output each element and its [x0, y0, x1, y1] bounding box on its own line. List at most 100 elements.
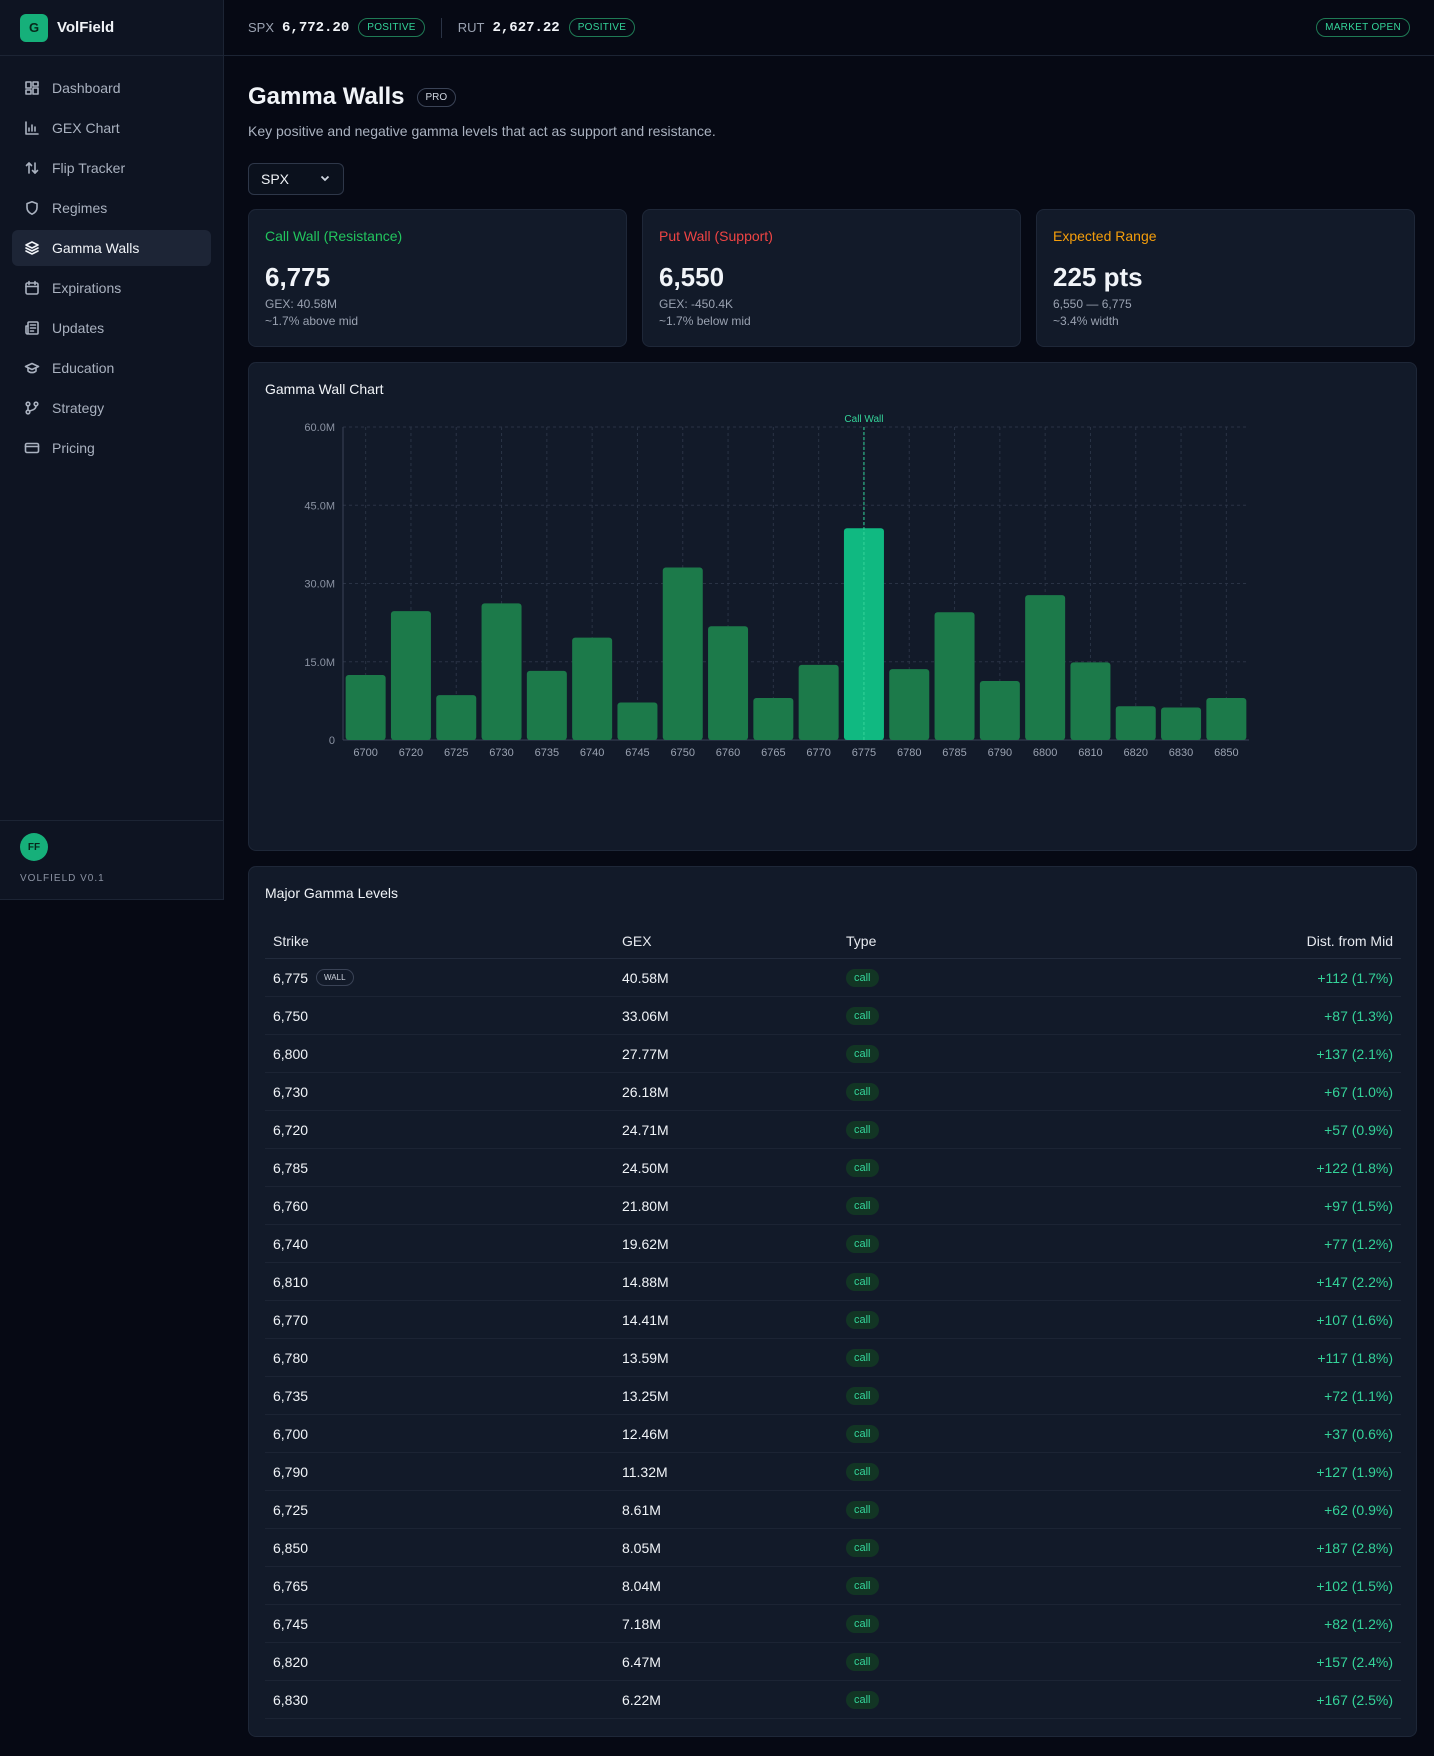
- sidebar-item-updates[interactable]: Updates: [12, 310, 211, 346]
- type-badge: call: [846, 1045, 879, 1063]
- table-row[interactable]: 6,720 24.71M call +57 (0.9%): [265, 1111, 1401, 1149]
- sidebar-item-gamma-walls[interactable]: Gamma Walls: [12, 230, 211, 266]
- type-badge: call: [846, 1463, 879, 1481]
- cell-gex: 13.25M: [622, 1387, 669, 1404]
- type-badge: call: [846, 1539, 879, 1557]
- cell-dist: +157 (2.4%): [1316, 1653, 1393, 1670]
- ticker-spx: SPX 6,772.20 POSITIVE: [248, 18, 425, 37]
- cell-dist: +57 (0.9%): [1324, 1121, 1393, 1138]
- sidebar-item-label: Strategy: [52, 400, 105, 416]
- cell-gex: 14.41M: [622, 1311, 669, 1328]
- cell-gex: 19.62M: [622, 1235, 669, 1252]
- y-tick-label: 15.0M: [304, 657, 335, 669]
- symbol-select-value: SPX: [261, 171, 290, 187]
- brand[interactable]: G VolField: [0, 0, 223, 56]
- type-cell: call: [846, 968, 1146, 987]
- column-header-type[interactable]: Type: [846, 932, 877, 949]
- column-header-gex[interactable]: GEX: [622, 932, 652, 949]
- ticker-value: 6,772.20: [282, 19, 350, 36]
- type-badge: call: [846, 1159, 879, 1177]
- x-tick-label: 6745: [625, 747, 649, 759]
- cell-strike: 6,775: [273, 969, 309, 986]
- cell-strike: 6,800: [273, 1045, 309, 1062]
- cell-gex: 11.32M: [622, 1463, 668, 1480]
- bar-6730: [481, 603, 522, 740]
- column-header-dist[interactable]: Dist. from Mid: [1306, 932, 1393, 949]
- table-row[interactable]: 6,725 8.61M call +62 (0.9%): [265, 1491, 1401, 1529]
- table-header-row: Strike GEX Type Dist. from Mid: [265, 923, 1401, 959]
- table-row[interactable]: 6,730 26.18M call +67 (1.0%): [265, 1073, 1401, 1111]
- table-row[interactable]: 6,850 8.05M call +187 (2.8%): [265, 1529, 1401, 1567]
- chevron-down-icon: [319, 171, 331, 187]
- expected-range-card: Expected Range 225 pts 6,550 — 6,775 ~3.…: [1036, 209, 1415, 347]
- sidebar-footer: FF VOLFIELD V0.1: [0, 820, 223, 896]
- x-tick-label: 6830: [1169, 747, 1193, 759]
- avatar[interactable]: FF: [20, 833, 48, 861]
- cell-dist: +72 (1.1%): [1324, 1387, 1393, 1404]
- table-row[interactable]: 6,740 19.62M call +77 (1.2%): [265, 1225, 1401, 1263]
- strike-cell: 6,785: [265, 1160, 622, 1176]
- type-cell: call: [846, 1690, 1146, 1709]
- sidebar-item-label: Expirations: [52, 280, 122, 296]
- card-title: Call Wall (Resistance): [265, 228, 403, 244]
- layers-icon: [24, 240, 40, 256]
- table-row[interactable]: 6,780 13.59M call +117 (1.8%): [265, 1339, 1401, 1377]
- table-row[interactable]: 6,700 12.46M call +37 (0.6%): [265, 1415, 1401, 1453]
- sidebar-item-dashboard[interactable]: Dashboard: [12, 70, 211, 106]
- sidebar-item-strategy[interactable]: Strategy: [12, 390, 211, 426]
- card-detail: 6,550 — 6,775: [1053, 297, 1132, 311]
- type-cell: call: [846, 1196, 1146, 1215]
- cell-gex: 24.50M: [622, 1159, 669, 1176]
- newspaper-icon: [24, 320, 40, 336]
- sidebar-item-pricing[interactable]: Pricing: [12, 430, 211, 466]
- table-row[interactable]: 6,750 33.06M call +87 (1.3%): [265, 997, 1401, 1035]
- cell-dist: +167 (2.5%): [1316, 1691, 1393, 1708]
- type-badge: call: [846, 969, 879, 987]
- symbol-select[interactable]: SPX: [248, 163, 344, 195]
- cell-strike: 6,730: [273, 1083, 309, 1100]
- sidebar-item-label: Pricing: [52, 440, 95, 456]
- table-row[interactable]: 6,745 7.18M call +82 (1.2%): [265, 1605, 1401, 1643]
- type-cell: call: [846, 1044, 1146, 1063]
- x-tick-label: 6850: [1214, 747, 1238, 759]
- sidebar-item-expirations[interactable]: Expirations: [12, 270, 211, 306]
- table-row[interactable]: 6,765 8.04M call +102 (1.5%): [265, 1567, 1401, 1605]
- ticker-value: 2,627.22: [492, 19, 560, 36]
- table-row[interactable]: 6,790 11.32M call +127 (1.9%): [265, 1453, 1401, 1491]
- bar-6850: [1206, 698, 1247, 740]
- table-row[interactable]: 6,760 21.80M call +97 (1.5%): [265, 1187, 1401, 1225]
- type-cell: call: [846, 1006, 1146, 1025]
- strike-cell: 6,775 WALL: [265, 969, 622, 986]
- column-header-strike[interactable]: Strike: [273, 932, 309, 949]
- cell-dist: +97 (1.5%): [1324, 1197, 1393, 1214]
- ticker-symbol: SPX: [248, 20, 275, 35]
- sidebar-item-regimes[interactable]: Regimes: [12, 190, 211, 226]
- sidebar-item-gex-chart[interactable]: GEX Chart: [12, 110, 211, 146]
- strike-cell: 6,800: [265, 1046, 622, 1062]
- page-subtitle: Key positive and negative gamma levels t…: [248, 123, 716, 139]
- summary-cards: Call Wall (Resistance) 6,775 GEX: 40.58M…: [248, 209, 1417, 347]
- y-tick-label: 0: [329, 735, 335, 747]
- type-cell: call: [846, 1576, 1146, 1595]
- credit-card-icon: [24, 440, 40, 456]
- strike-cell: 6,830: [265, 1692, 622, 1708]
- table-row[interactable]: 6,800 27.77M call +137 (2.1%): [265, 1035, 1401, 1073]
- gamma-wall-chart[interactable]: 0 15.0M 30.0M 45.0M 60.0M 6700 6720 6725 6730 673…: [249, 363, 1418, 852]
- y-tick-label: 60.0M: [304, 422, 335, 434]
- cell-strike: 6,780: [273, 1349, 309, 1366]
- table-row[interactable]: 6,820 6.47M call +157 (2.4%): [265, 1643, 1401, 1681]
- cell-strike: 6,810: [273, 1273, 309, 1290]
- type-cell: call: [846, 1272, 1146, 1291]
- type-badge: call: [846, 1311, 879, 1329]
- type-cell: call: [846, 1500, 1146, 1519]
- sidebar-item-flip-tracker[interactable]: Flip Tracker: [12, 150, 211, 186]
- strike-cell: 6,765: [265, 1578, 622, 1594]
- table-row[interactable]: 6,785 24.50M call +122 (1.8%): [265, 1149, 1401, 1187]
- x-tick-label: 6750: [671, 747, 695, 759]
- sidebar-item-education[interactable]: Education: [12, 350, 211, 386]
- table-row[interactable]: 6,775 WALL 40.58M call +112 (1.7%): [265, 959, 1401, 997]
- table-row[interactable]: 6,770 14.41M call +107 (1.6%): [265, 1301, 1401, 1339]
- table-row[interactable]: 6,735 13.25M call +72 (1.1%): [265, 1377, 1401, 1415]
- table-row[interactable]: 6,830 6.22M call +167 (2.5%): [265, 1681, 1401, 1719]
- table-row[interactable]: 6,810 14.88M call +147 (2.2%): [265, 1263, 1401, 1301]
